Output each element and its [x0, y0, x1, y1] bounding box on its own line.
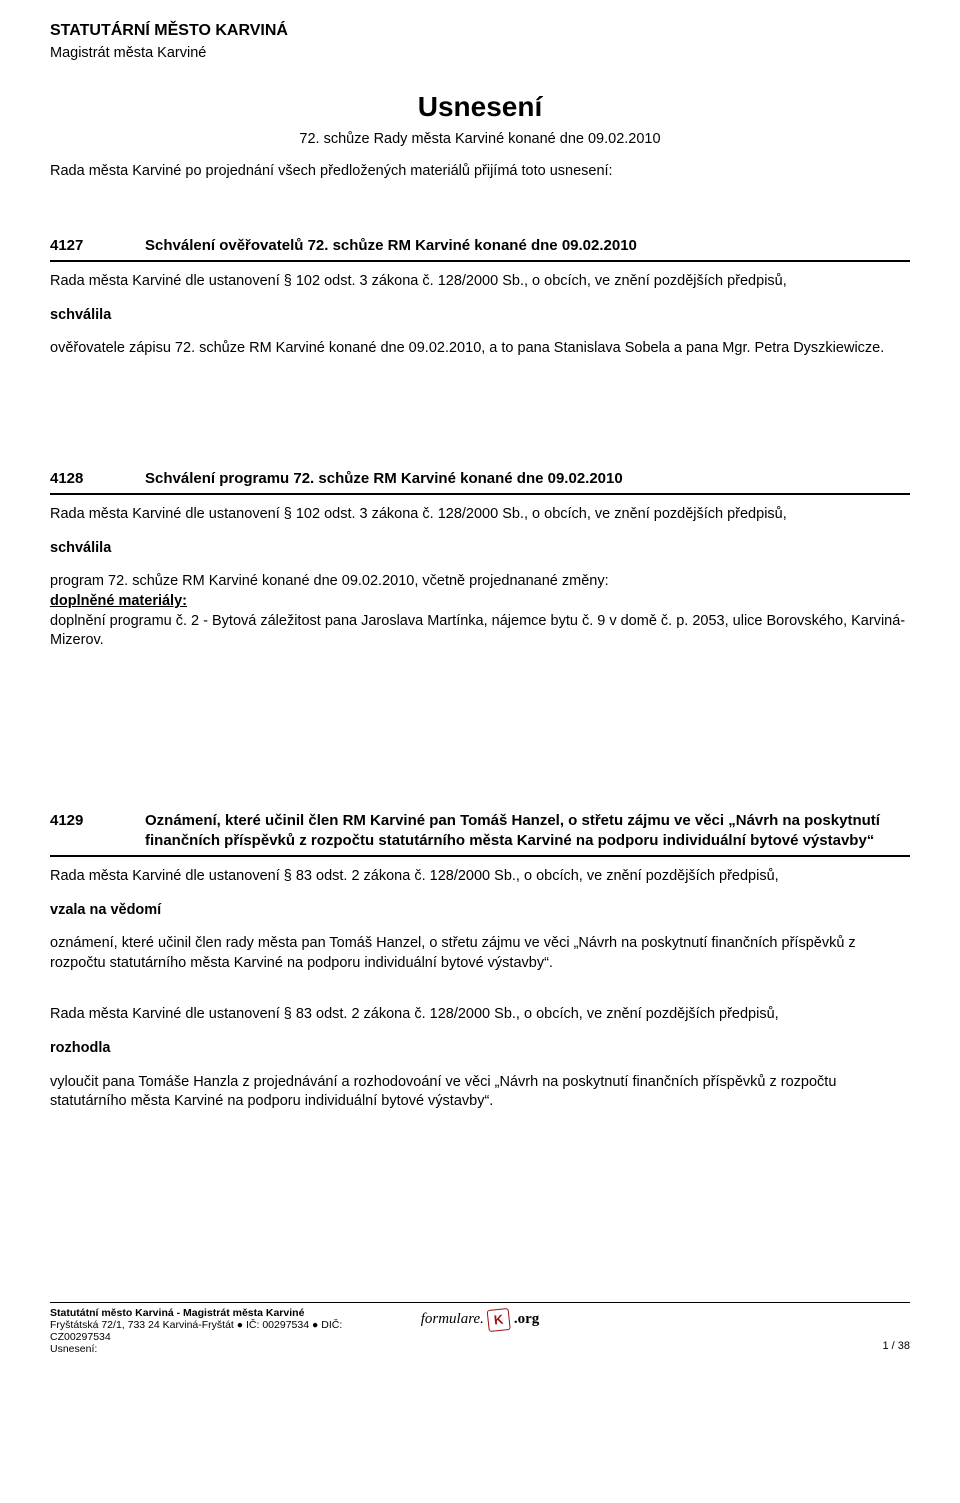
document-intro: Rada města Karviné po projednání všech p…	[50, 162, 910, 182]
resolution-body: oznámení, které učinil člen rady města p…	[50, 934, 910, 973]
resolution-preamble: Rada města Karviné dle ustanovení § 102 …	[50, 505, 910, 525]
resolution-title: Schválení programu 72. schůze RM Karviné…	[145, 469, 910, 489]
resolution-body-pre: program 72. schůze RM Karviné konané dne…	[50, 573, 609, 589]
document-title: Usnesení	[50, 88, 910, 126]
resolution-number: 4127	[50, 236, 145, 256]
resolution-number: 4128	[50, 469, 145, 489]
resolution-title: Oznámení, které učinil člen RM Karviné p…	[145, 811, 910, 852]
org-subunit: Magistrát města Karviné	[50, 44, 910, 64]
resolution-action: schválila	[50, 539, 910, 559]
supplement-body: doplnění programu č. 2 - Bytová záležito…	[50, 613, 905, 649]
logo-text-left: formulare.	[421, 1311, 484, 1328]
resolution-heading: 4127 Schválení ověřovatelů 72. schůze RM…	[50, 236, 910, 262]
footer-logo: formulare. K .org	[421, 1309, 540, 1331]
resolution-title: Schválení ověřovatelů 72. schůze RM Karv…	[145, 236, 910, 256]
resolution-4128: 4128 Schválení programu 72. schůze RM Ka…	[50, 469, 910, 651]
resolution-number: 4129	[50, 811, 145, 852]
resolution-body: ověřovatele zápisu 72. schůze RM Karviné…	[50, 339, 910, 359]
resolution-action: vzala na vědomí	[50, 901, 910, 921]
document-subtitle: 72. schůze Rady města Karviné konané dne…	[50, 130, 910, 150]
page-footer: Statutátní město Karviná - Magistrát měs…	[50, 1302, 910, 1355]
resolution-heading: 4128 Schválení programu 72. schůze RM Ka…	[50, 469, 910, 495]
resolution-4127: 4127 Schválení ověřovatelů 72. schůze RM…	[50, 236, 910, 359]
page-header: STATUTÁRNÍ MĚSTO KARVINÁ Magistrát města…	[50, 20, 910, 63]
page-number: 1 / 38	[882, 1340, 910, 1353]
resolution-preamble: Rada města Karviné dle ustanovení § 102 …	[50, 272, 910, 292]
logo-k-icon: K	[487, 1308, 511, 1332]
resolution-preamble: Rada města Karviné dle ustanovení § 83 o…	[50, 867, 910, 887]
logo-text-right: .org	[514, 1311, 539, 1328]
resolution-4129: 4129 Oznámení, které učinil člen RM Karv…	[50, 811, 910, 1112]
org-name: STATUTÁRNÍ MĚSTO KARVINÁ	[50, 20, 910, 42]
footer-line-3: CZ00297534	[50, 1331, 523, 1343]
resolution-body: program 72. schůze RM Karviné konané dne…	[50, 572, 910, 650]
resolution-preamble-2: Rada města Karviné dle ustanovení § 83 o…	[50, 1005, 910, 1025]
resolution-action: schválila	[50, 306, 910, 326]
footer-line-4: Usnesení:	[50, 1343, 523, 1355]
resolution-body-2: vyloučit pana Tomáše Hanzla z projednává…	[50, 1073, 910, 1112]
supplement-label: doplněné materiály:	[50, 593, 187, 609]
resolution-action-2: rozhodla	[50, 1039, 910, 1059]
resolution-heading: 4129 Oznámení, které učinil člen RM Karv…	[50, 811, 910, 858]
